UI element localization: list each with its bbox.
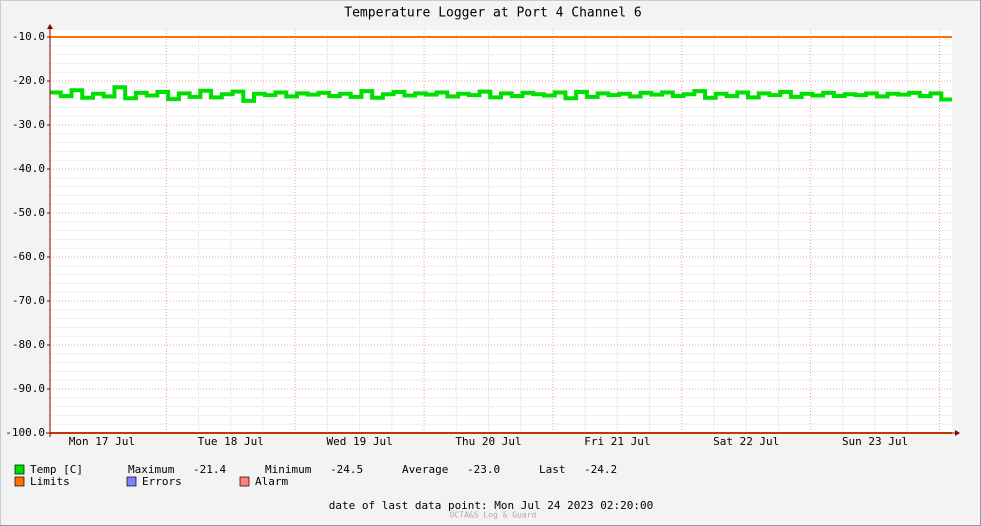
y-tick-label: -10.0 [12, 30, 45, 43]
plot-area [50, 30, 952, 433]
labels: Temperature Logger at Port 4 Channel 6 d… [5, 6, 908, 520]
x-tick-label: Thu 20 Jul [455, 435, 521, 448]
x-tick-label: Mon 17 Jul [69, 435, 135, 448]
legend-swatch [14, 476, 25, 487]
stat-label: Maximum [128, 463, 175, 476]
stat-label: Last [539, 463, 566, 476]
footer: date of last data point: Mon Jul 24 2023… [329, 499, 654, 512]
stat-value: -21.4 [193, 463, 226, 476]
x-tick-label: Fri 21 Jul [584, 435, 650, 448]
y-tick-label: -80.0 [12, 338, 45, 351]
y-tick-label: -30.0 [12, 118, 45, 131]
legend-label: Limits [30, 475, 70, 488]
y-axis-arrow [47, 24, 53, 29]
x-tick-label: Sat 22 Jul [713, 435, 779, 448]
watermark: OCTA&S Log & Guard [450, 511, 537, 520]
y-tick-label: -90.0 [12, 382, 45, 395]
legend-label: Errors [142, 475, 182, 488]
legend-swatch [126, 476, 137, 487]
y-tick-label: -70.0 [12, 294, 45, 307]
y-tick-label: -40.0 [12, 162, 45, 175]
stat-label: Minimum [265, 463, 312, 476]
stat-value: -24.2 [584, 463, 617, 476]
legend-label: Alarm [255, 475, 288, 488]
marks [46, 24, 960, 437]
stat-value: -23.0 [467, 463, 500, 476]
legend-swatch [14, 464, 25, 475]
x-tick-label: Tue 18 Jul [198, 435, 264, 448]
y-tick-label: -60.0 [12, 250, 45, 263]
legend-label: Temp [C] [30, 463, 83, 476]
stat-value: -24.5 [330, 463, 363, 476]
grid [47, 30, 952, 434]
chart-title: Temperature Logger at Port 4 Channel 6 [344, 6, 641, 21]
y-tick-label: -50.0 [12, 206, 45, 219]
y-tick-label: -20.0 [12, 74, 45, 87]
series-line [50, 85, 952, 103]
x-tick-label: Wed 19 Jul [327, 435, 393, 448]
y-tick-label: -100.0 [5, 426, 45, 439]
x-tick-label: Sun 23 Jul [842, 435, 908, 448]
x-axis-arrow [955, 430, 960, 436]
legend-swatch [239, 476, 250, 487]
stat-label: Average [402, 463, 448, 476]
